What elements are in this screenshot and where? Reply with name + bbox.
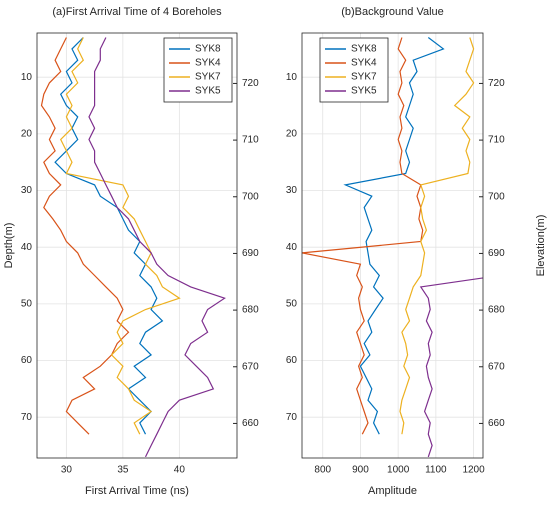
panel-title: (b)Background Value: [341, 6, 444, 18]
legend-label: SYK8: [195, 44, 221, 55]
y-tick-label: 40: [286, 242, 298, 253]
y2-tick-label: 720: [488, 78, 505, 89]
y-axis-label: Depth(m): [3, 223, 15, 269]
series-line: [399, 37, 475, 435]
y-tick-label: 40: [21, 242, 33, 253]
plot-area: [40, 37, 226, 458]
x-tick-label: 35: [117, 465, 129, 476]
y-tick-label: 50: [21, 299, 33, 310]
y2-tick-label: 690: [488, 248, 505, 259]
legend-label: SYK8: [351, 44, 377, 55]
plot-area: [302, 37, 483, 458]
y2-tick-label: 680: [242, 305, 259, 316]
legend-label: SYK7: [195, 72, 221, 83]
x-axis-label: First Arrival Time (ns): [85, 485, 189, 497]
y2-tick-label: 710: [242, 135, 259, 146]
x-tick-label: 1100: [425, 465, 447, 476]
series-line: [343, 37, 445, 435]
x-tick-label: 800: [314, 465, 331, 476]
y2-tick-label: 710: [488, 135, 505, 146]
y-tick-label: 30: [21, 185, 33, 196]
y-tick-label: 60: [286, 355, 298, 366]
y2-tick-label: 660: [242, 418, 259, 429]
legend-label: SYK7: [351, 72, 377, 83]
x-tick-label: 1000: [387, 465, 410, 476]
y2-axis-label: Elevation(m): [535, 215, 547, 277]
series-line: [88, 37, 226, 458]
y-tick-label: 50: [286, 299, 298, 310]
x-tick-label: 30: [61, 465, 73, 476]
axes-frame: [301, 32, 484, 459]
y2-tick-label: 690: [242, 248, 259, 259]
y2-tick-label: 700: [488, 191, 505, 202]
y2-tick-label: 700: [242, 191, 259, 202]
legend-label: SYK4: [351, 58, 377, 69]
panel-title: (a)First Arrival Time of 4 Boreholes: [52, 6, 222, 18]
x-tick-label: 1200: [462, 465, 485, 476]
y-tick-label: 60: [21, 355, 33, 366]
y-tick-label: 10: [21, 72, 33, 83]
series-line: [419, 277, 483, 458]
x-tick-label: 40: [174, 465, 186, 476]
series-line: [54, 37, 164, 435]
y2-tick-label: 670: [488, 361, 505, 372]
axes-frame: [36, 32, 238, 459]
y-tick-label: 10: [286, 72, 298, 83]
x-tick-label: 900: [352, 465, 369, 476]
legend-label: SYK4: [195, 58, 221, 69]
y2-tick-label: 680: [488, 305, 505, 316]
series-line: [59, 37, 181, 435]
y2-tick-label: 660: [488, 418, 505, 429]
y2-tick-label: 670: [242, 361, 259, 372]
series-line: [302, 37, 424, 435]
legend-label: SYK5: [351, 86, 377, 97]
legend-label: SYK5: [195, 86, 221, 97]
y-tick-label: 70: [21, 412, 33, 423]
y-tick-label: 30: [286, 185, 298, 196]
y-tick-label: 70: [286, 412, 298, 423]
x-axis-label: Amplitude: [368, 485, 417, 497]
y-tick-label: 20: [21, 129, 33, 140]
y2-tick-label: 720: [242, 78, 259, 89]
y-tick-label: 20: [286, 129, 298, 140]
series-line: [40, 37, 130, 435]
